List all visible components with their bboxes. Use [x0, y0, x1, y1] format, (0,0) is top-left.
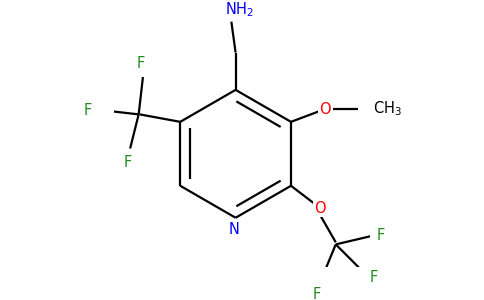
Text: O: O: [319, 102, 331, 117]
Text: NH$_2$: NH$_2$: [226, 1, 255, 19]
Text: F: F: [124, 155, 132, 170]
Text: F: F: [377, 228, 385, 243]
Text: O: O: [314, 201, 326, 216]
Text: N: N: [229, 222, 240, 237]
Text: F: F: [313, 287, 321, 300]
Text: F: F: [83, 103, 91, 118]
Text: F: F: [370, 270, 378, 285]
Text: F: F: [136, 56, 145, 71]
Text: CH$_3$: CH$_3$: [373, 100, 402, 118]
